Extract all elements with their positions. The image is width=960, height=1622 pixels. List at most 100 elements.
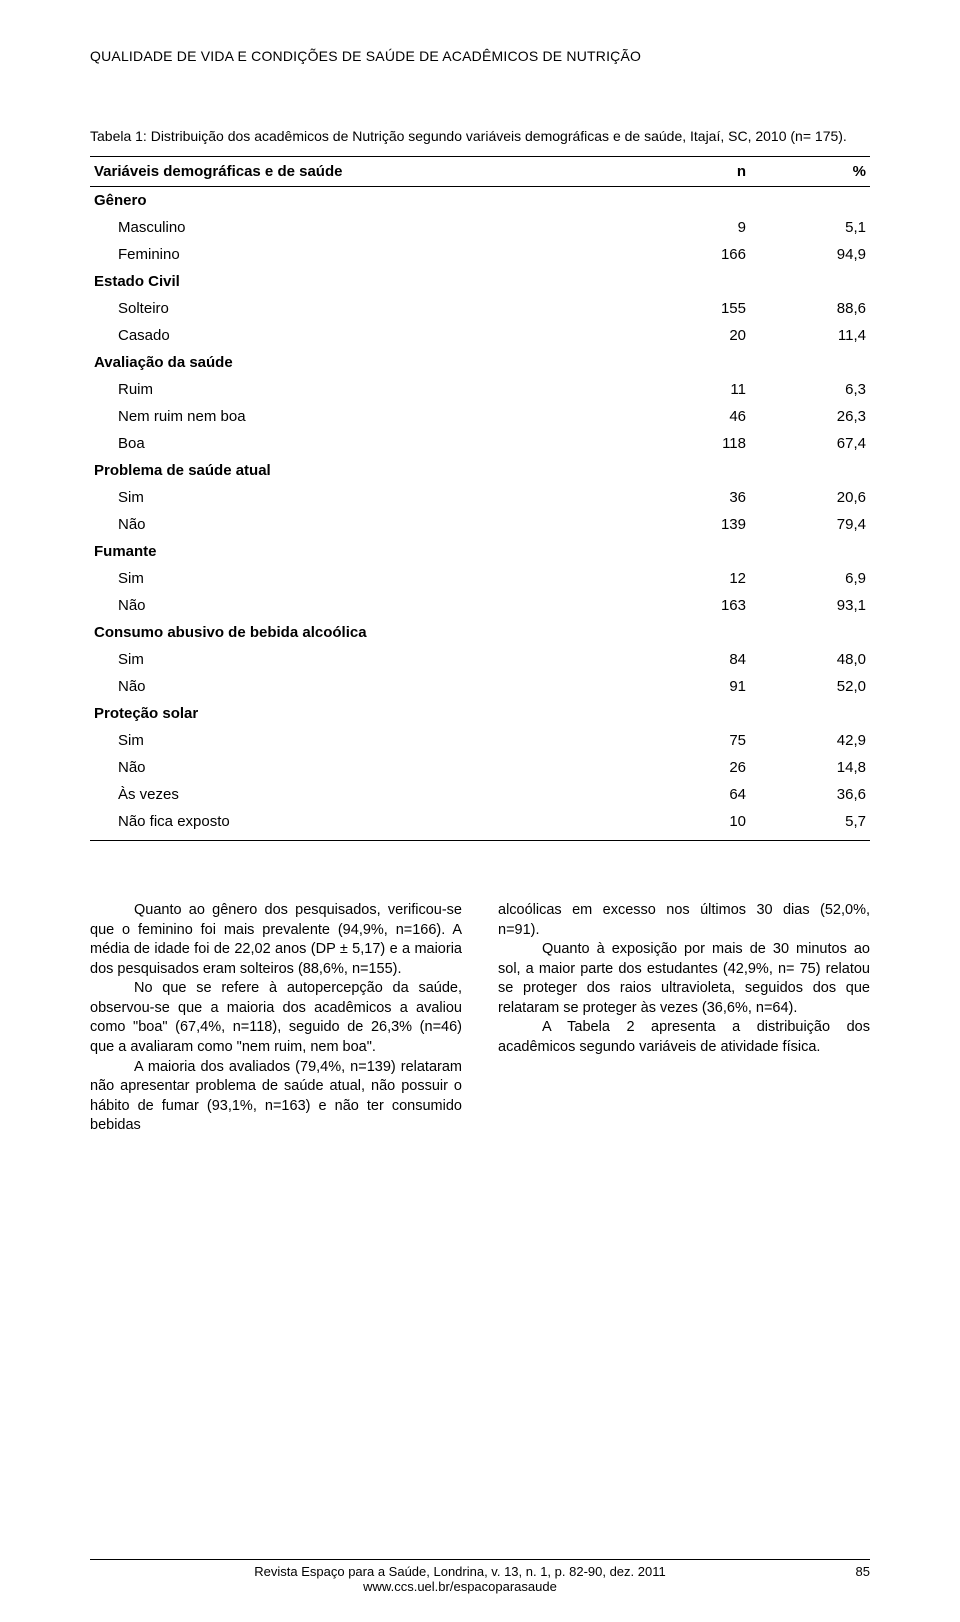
table-caption: Tabela 1: Distribuição dos acadêmicos de… [90,128,870,144]
cell-label: Nem ruim nem boa [90,403,630,430]
cell-label: Sim [90,646,630,673]
table-row: Casado2011,4 [90,322,870,349]
cell-n: 163 [630,592,750,619]
cell-n: 26 [630,754,750,781]
cell-pct: 36,6 [750,781,870,808]
cell-n: 75 [630,727,750,754]
cell-n: 91 [630,673,750,700]
running-head: QUALIDADE DE VIDA E CONDIÇÕES DE SAÚDE D… [90,48,870,64]
body-paragraph: alcoólicas em excesso nos últimos 30 dia… [498,901,870,940]
cell-pct: 6,9 [750,565,870,592]
body-col-left: Quanto ao gênero dos pesquisados, verifi… [90,901,462,1136]
cell-n: 10 [630,808,750,841]
cell-label: Não [90,511,630,538]
cell-n: 155 [630,295,750,322]
cell-n: 46 [630,403,750,430]
cell-pct: 14,8 [750,754,870,781]
table-row: Feminino16694,9 [90,241,870,268]
cell-label: Não fica exposto [90,808,630,841]
cell-pct: 11,4 [750,322,870,349]
table-row: Boa11867,4 [90,430,870,457]
table-header-row: Variáveis demográficas e de saúde n % [90,157,870,187]
section-title: Consumo abusivo de bebida alcoólica [90,619,870,646]
table-row: Não13979,4 [90,511,870,538]
section-title: Avaliação da saúde [90,349,870,376]
section-title: Proteção solar [90,700,870,727]
cell-n: 139 [630,511,750,538]
table-row: Sim8448,0 [90,646,870,673]
footer-line2: www.ccs.uel.br/espacoparasaude [90,1579,830,1594]
table-row: Nem ruim nem boa4626,3 [90,403,870,430]
cell-pct: 79,4 [750,511,870,538]
cell-pct: 42,9 [750,727,870,754]
cell-pct: 20,6 [750,484,870,511]
body-paragraph: A Tabela 2 apresenta a distribuição dos … [498,1018,870,1057]
cell-pct: 93,1 [750,592,870,619]
cell-label: Casado [90,322,630,349]
cell-n: 9 [630,214,750,241]
cell-label: Não [90,673,630,700]
body-paragraph: No que se refere à autopercepção da saúd… [90,979,462,1057]
section-title: Estado Civil [90,268,870,295]
section-title: Gênero [90,187,870,215]
table-section: Fumante [90,538,870,565]
body-paragraph: A maioria dos avaliados (79,4%, n=139) r… [90,1058,462,1136]
page-footer: Revista Espaço para a Saúde, Londrina, v… [90,1559,870,1594]
cell-label: Sim [90,484,630,511]
cell-n: 118 [630,430,750,457]
cell-n: 84 [630,646,750,673]
cell-label: Solteiro [90,295,630,322]
table-section: Consumo abusivo de bebida alcoólica [90,619,870,646]
cell-label: Ruim [90,376,630,403]
body-paragraph: Quanto ao gênero dos pesquisados, verifi… [90,901,462,979]
cell-label: Sim [90,727,630,754]
footer-ref: Revista Espaço para a Saúde, Londrina, v… [90,1564,830,1594]
col-pct: % [750,157,870,187]
table-row: Não2614,8 [90,754,870,781]
cell-n: 64 [630,781,750,808]
table-row: Masculino95,1 [90,214,870,241]
table-row: Não16393,1 [90,592,870,619]
cell-pct: 5,7 [750,808,870,841]
cell-n: 11 [630,376,750,403]
cell-n: 36 [630,484,750,511]
cell-pct: 48,0 [750,646,870,673]
col-n: n [630,157,750,187]
cell-pct: 67,4 [750,430,870,457]
table-row: Solteiro15588,6 [90,295,870,322]
col-variable: Variáveis demográficas e de saúde [90,157,630,187]
cell-pct: 5,1 [750,214,870,241]
table-row: Ruim116,3 [90,376,870,403]
footer-page-number: 85 [830,1564,870,1579]
table-section: Proteção solar [90,700,870,727]
cell-n: 166 [630,241,750,268]
cell-label: Boa [90,430,630,457]
cell-label: Não [90,592,630,619]
footer-line1: Revista Espaço para a Saúde, Londrina, v… [254,1564,665,1579]
cell-pct: 52,0 [750,673,870,700]
table-section: Avaliação da saúde [90,349,870,376]
cell-label: Não [90,754,630,781]
body-col-right: alcoólicas em excesso nos últimos 30 dia… [498,901,870,1136]
table-body: GêneroMasculino95,1Feminino16694,9Estado… [90,187,870,841]
cell-pct: 26,3 [750,403,870,430]
cell-label: Às vezes [90,781,630,808]
table-row: Sim126,9 [90,565,870,592]
cell-n: 12 [630,565,750,592]
section-title: Fumante [90,538,870,565]
cell-pct: 6,3 [750,376,870,403]
cell-pct: 94,9 [750,241,870,268]
table-section: Estado Civil [90,268,870,295]
body-columns: Quanto ao gênero dos pesquisados, verifi… [90,901,870,1136]
table-row: Às vezes6436,6 [90,781,870,808]
cell-n: 20 [630,322,750,349]
table-row: Não fica exposto105,7 [90,808,870,841]
table-section: Gênero [90,187,870,215]
page: QUALIDADE DE VIDA E CONDIÇÕES DE SAÚDE D… [0,0,960,1622]
cell-label: Feminino [90,241,630,268]
cell-label: Sim [90,565,630,592]
table-row: Não9152,0 [90,673,870,700]
body-paragraph: Quanto à exposição por mais de 30 minuto… [498,940,870,1018]
cell-pct: 88,6 [750,295,870,322]
cell-label: Masculino [90,214,630,241]
